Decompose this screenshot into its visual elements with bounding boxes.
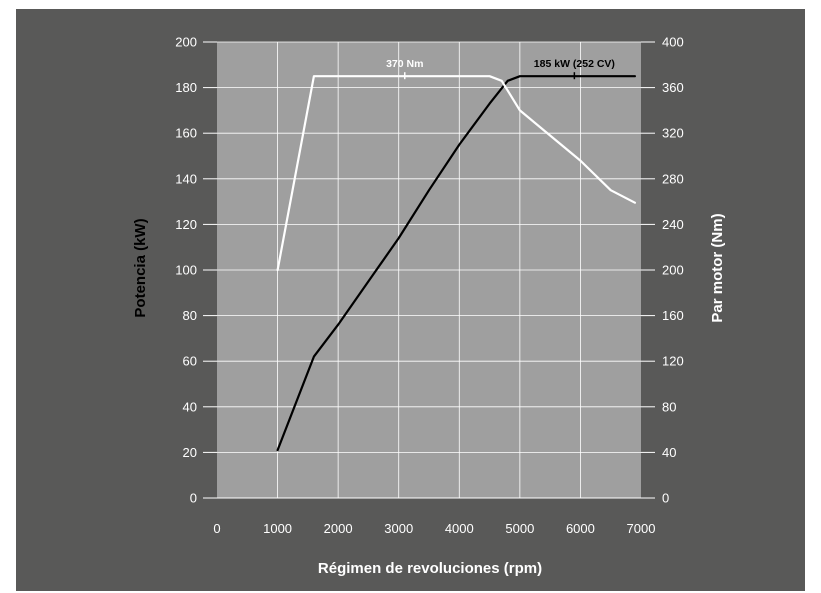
x-axis-title: Régimen de revoluciones (rpm)	[318, 560, 542, 577]
y-axis-right-title: Par motor (Nm)	[709, 213, 726, 322]
y-left-tick-label: 140	[175, 171, 197, 186]
power-line	[276, 75, 637, 452]
y-left-tick-label: 180	[175, 80, 197, 95]
y-axis-left-title: Potencia (kW)	[132, 218, 149, 317]
annotations: 370 Nm 185 kW (252 CV)	[386, 58, 615, 80]
x-tick-label: 0	[213, 521, 220, 536]
y-right-tick-label: 320	[662, 126, 684, 141]
x-tick-label: 2000	[324, 521, 353, 536]
y-left-tick-label: 40	[183, 399, 197, 414]
y-right-tick-label: 0	[662, 491, 669, 506]
y-left-tick-label: 100	[175, 263, 197, 278]
axes	[203, 41, 655, 499]
annotation-label: 185 kW (252 CV)	[534, 58, 615, 70]
x-tick-label: 5000	[505, 521, 534, 536]
y-left-tick-label: 20	[183, 445, 197, 460]
x-tick-label: 4000	[445, 521, 474, 536]
y-right-tick-label: 120	[662, 354, 684, 369]
x-tick-label: 1000	[263, 521, 292, 536]
y-right-tick-label: 80	[662, 399, 676, 414]
y-right-tick-label: 280	[662, 171, 684, 186]
y-left-tick-label: 0	[190, 491, 197, 506]
series-lines	[276, 75, 637, 452]
y-right-tick-label: 40	[662, 445, 676, 460]
annotation-label: 370 Nm	[386, 58, 423, 70]
y-left-tick-label: 80	[183, 308, 197, 323]
y-left-tick-label: 120	[175, 217, 197, 232]
y-right-tick-label: 400	[662, 35, 684, 50]
y-left-tick-label: 60	[183, 354, 197, 369]
x-tick-label: 3000	[384, 521, 413, 536]
y-left-tick-label: 160	[175, 126, 197, 141]
tick-labels: 0204060801001201401601802000408012016020…	[175, 35, 683, 537]
y-left-tick-label: 200	[175, 35, 197, 50]
x-tick-label: 6000	[566, 521, 595, 536]
torque-line	[276, 75, 637, 272]
y-right-tick-label: 360	[662, 80, 684, 95]
y-right-tick-label: 160	[662, 308, 684, 323]
x-tick-label: 7000	[627, 521, 656, 536]
y-right-tick-label: 240	[662, 217, 684, 232]
y-right-tick-label: 200	[662, 263, 684, 278]
grid	[217, 41, 641, 498]
